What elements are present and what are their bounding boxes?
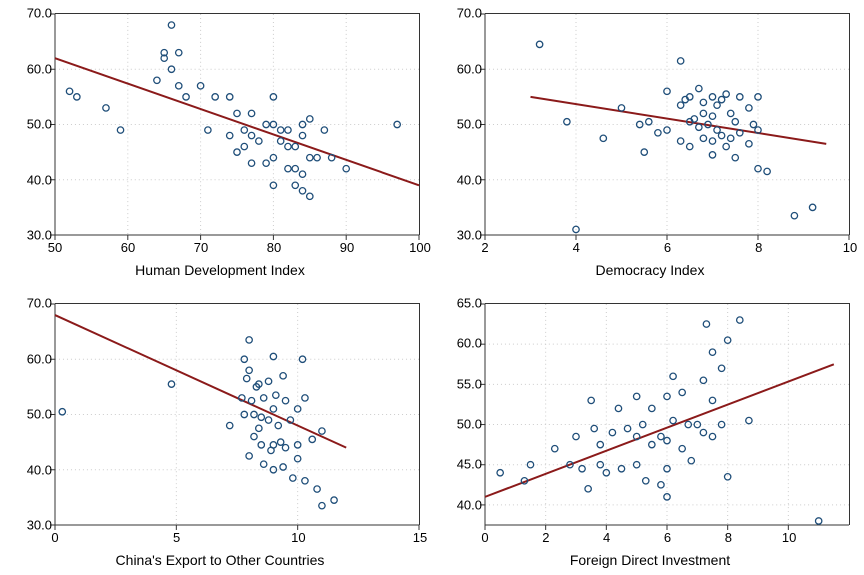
y-tick-label: 60.0: [27, 61, 52, 76]
y-tick-label: 55.0: [457, 376, 482, 391]
x-axis-label: Human Development Index: [10, 262, 430, 278]
x-tick-label: 2: [481, 240, 488, 255]
panel-hdi: Human Development Index 30.040.050.060.0…: [10, 5, 430, 280]
plot-area: [55, 303, 420, 525]
y-tick-label: 70.0: [457, 6, 482, 21]
plot-area: [55, 13, 420, 235]
figure-root: Human Development Index 30.0 40.0 50.0 60.0…: [0, 0, 864, 575]
y-tick-label: 50.0: [457, 117, 482, 132]
x-tick-label: 100: [409, 240, 431, 255]
x-tick-label: 70: [194, 240, 208, 255]
x-tick-label: 10: [843, 240, 857, 255]
y-tick-label: 65.0: [457, 296, 482, 311]
plot-area: [485, 303, 850, 525]
x-tick-label: 5: [173, 530, 180, 545]
x-tick-label: 0: [481, 530, 488, 545]
x-tick-label: 50: [48, 240, 62, 255]
y-tick-label: 70.0: [27, 6, 52, 21]
x-tick-label: 6: [664, 530, 671, 545]
x-tick-label: 4: [573, 240, 580, 255]
plot-svg: [55, 14, 419, 235]
y-tick-label: 60.0: [27, 351, 52, 366]
plot-area: [485, 13, 850, 235]
y-tick-label: 40.0: [27, 172, 52, 187]
plot-svg: [55, 304, 419, 525]
x-tick-label: 8: [725, 530, 732, 545]
x-tick-label: 6: [664, 240, 671, 255]
y-tick-label: 50.0: [457, 417, 482, 432]
panel-democracy: Democracy Index 30.0 40.0 50.0 60.0 70.0 2 4 6 8…: [440, 5, 860, 280]
x-tick-label: 15: [413, 530, 427, 545]
y-tick-label: 70.0: [27, 296, 52, 311]
y-tick-label: 40.0: [457, 172, 482, 187]
x-tick-label: 2: [542, 530, 549, 545]
y-tick-label: 40.0: [457, 497, 482, 512]
y-tick-label: 30.0: [27, 518, 52, 533]
x-tick-label: 80: [267, 240, 281, 255]
panel-china-export: China's Export to Other Countries 30.0 40…: [10, 295, 430, 570]
x-axis-label: Democracy Index: [440, 262, 860, 278]
panel-fdi: Foreign Direct Investment 40.0 45.0 50.0 55…: [440, 295, 860, 570]
y-tick-label: 40.0: [27, 462, 52, 477]
y-tick-label: 60.0: [457, 336, 482, 351]
x-tick-label: 8: [755, 240, 762, 255]
x-axis-label: China's Export to Other Countries: [10, 552, 430, 568]
y-tick-label: 30.0: [457, 228, 482, 243]
y-tick-label: 60.0: [457, 61, 482, 76]
x-tick-label: 90: [340, 240, 354, 255]
x-tick-label: 0: [51, 530, 58, 545]
x-tick-label: 4: [603, 530, 610, 545]
y-tick-label: 50.0: [27, 407, 52, 422]
y-tick-label: 50.0: [27, 117, 52, 132]
x-axis-label: Foreign Direct Investment: [440, 552, 860, 568]
y-tick-label: 45.0: [457, 457, 482, 472]
x-tick-label: 10: [782, 530, 796, 545]
plot-svg: [485, 304, 849, 525]
x-tick-label: 10: [291, 530, 305, 545]
plot-svg: [485, 14, 849, 235]
x-tick-label: 60: [121, 240, 135, 255]
